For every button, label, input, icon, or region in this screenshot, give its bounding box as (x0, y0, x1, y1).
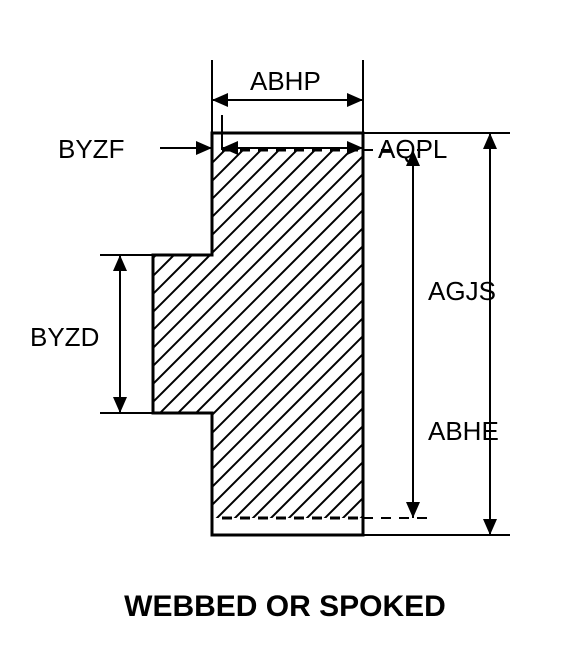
technical-diagram: ABHPAQPLBYZFBYZDAGJSABHE (0, 0, 570, 660)
svg-text:BYZD: BYZD (30, 322, 99, 352)
svg-text:AGJS: AGJS (428, 276, 496, 306)
svg-text:BYZF: BYZF (58, 134, 124, 164)
diagram-caption: WEBBED OR SPOKED (0, 590, 570, 624)
svg-text:ABHE: ABHE (428, 416, 499, 446)
caption-text: WEBBED OR SPOKED (124, 590, 446, 623)
svg-text:ABHP: ABHP (250, 66, 321, 96)
